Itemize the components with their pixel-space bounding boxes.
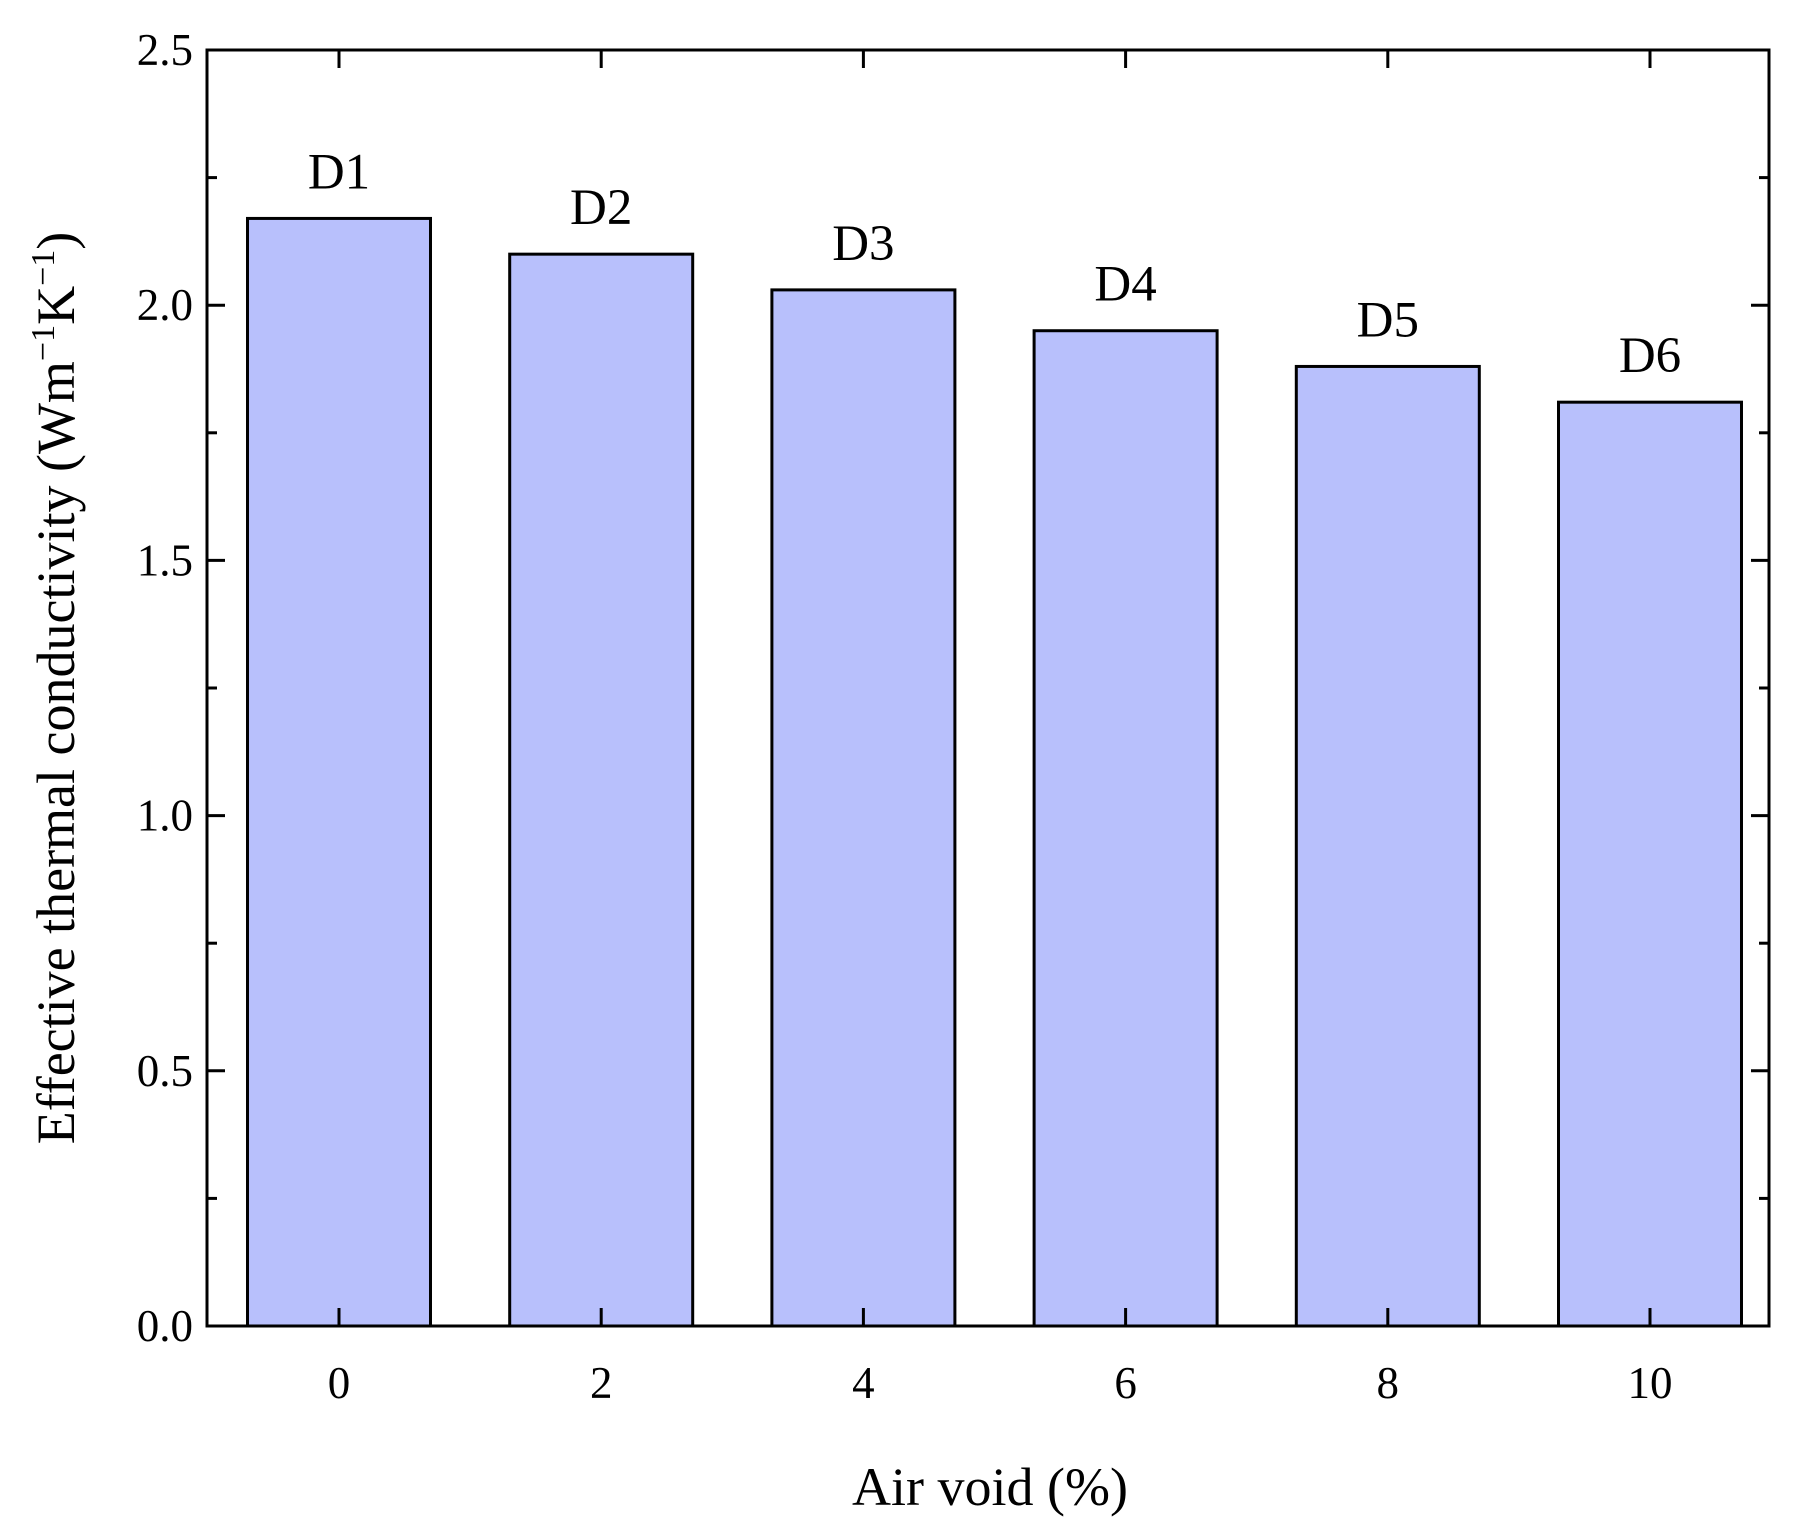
bar-label-1: D2	[570, 180, 632, 236]
x-tick-label: 0	[328, 1358, 351, 1408]
y-tick-label: 1.5	[137, 535, 193, 585]
x-tick-label: 6	[1114, 1358, 1137, 1408]
y-tick-label: 2.5	[137, 25, 193, 75]
y-axis-title-sup1: −1	[25, 325, 62, 361]
y-axis-title-main: Effective thermal conductivity (Wm	[26, 361, 86, 1144]
x-tick-label: 4	[852, 1358, 875, 1408]
x-tick-label: 2	[590, 1358, 613, 1408]
y-tick-label: 1.0	[137, 791, 193, 841]
y-tick-label: 0.5	[137, 1046, 193, 1096]
bar-label-0: D1	[308, 144, 370, 200]
bar-2	[770, 288, 957, 1328]
y-axis-title: Effective thermal conductivity (Wm−1K−1)	[25, 232, 86, 1145]
bar-label-3: D4	[1094, 257, 1156, 313]
bar-4	[1294, 364, 1481, 1328]
y-axis-title-end: )	[26, 232, 86, 250]
x-tick-label: 10	[1628, 1358, 1673, 1408]
ticks-layer	[207, 48, 1769, 1328]
bar-1	[508, 252, 695, 1328]
bar-3	[1032, 329, 1219, 1328]
y-axis-title-sup2: −1	[25, 250, 62, 286]
y-axis-title-mid: K	[26, 286, 86, 325]
bar-label-2: D3	[832, 216, 894, 272]
bars-layer	[246, 216, 1743, 1328]
x-axis-title: Air void (%)	[852, 1457, 1128, 1517]
bar-0	[246, 216, 432, 1328]
y-tick-label: 2.0	[137, 280, 193, 330]
x-tick-label: 8	[1377, 1358, 1400, 1408]
labels-layer: D1 0 D2 2 D3 4 D4 6 D5 8 D6 10 0.0 0.5 1.0 1.5 2.0 2.5	[137, 25, 1681, 1408]
bar-label-5: D6	[1619, 328, 1681, 384]
bar-5	[1557, 400, 1743, 1328]
y-tick-label: 0.0	[137, 1301, 193, 1351]
bar-label-4: D5	[1357, 292, 1419, 348]
plot-frame	[205, 48, 1771, 1328]
